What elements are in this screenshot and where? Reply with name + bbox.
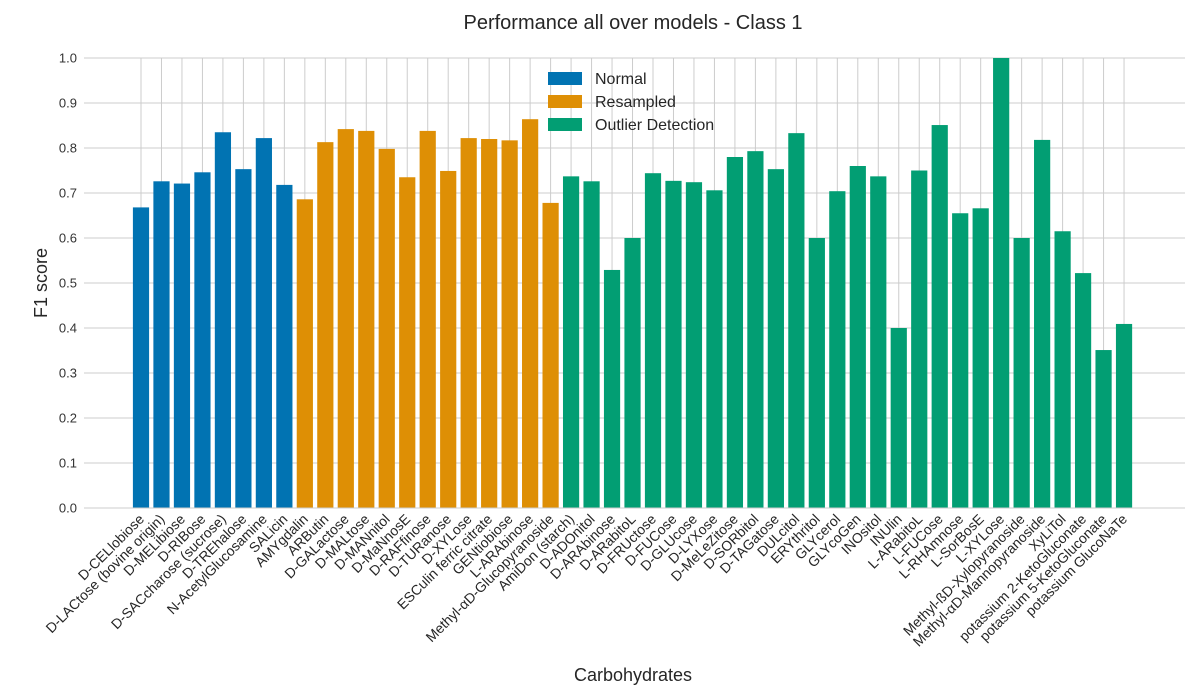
bar [542,202,559,508]
bar [235,169,252,508]
bar [1034,139,1051,508]
bar [870,176,887,508]
bar [399,177,416,508]
bar [276,184,293,508]
bar [829,191,846,508]
y-tick-label: 0.3 [59,366,77,381]
legend-swatch [548,95,582,108]
bar [972,208,989,509]
bar [952,213,969,508]
bar [644,173,662,508]
bar [665,180,682,508]
chart-title: Performance all over models - Class 1 [463,12,802,34]
bar [1074,273,1092,508]
y-tick-label: 1.0 [59,51,77,66]
bar [481,139,498,508]
bar [440,170,457,508]
bar [255,138,272,508]
y-tick-label: 0.9 [59,96,77,111]
bar [460,138,477,508]
bar [603,269,621,508]
bar [788,133,805,508]
bar [194,172,211,509]
bar [378,148,395,508]
bar [726,157,744,508]
legend-swatch [548,72,582,85]
bar [214,132,232,508]
y-tick-label: 0.1 [59,456,77,471]
bar [522,119,539,508]
legend-label: Resampled [595,94,676,111]
y-tick-labels: 0.0 0.1 0.2 0.3 0.4 0.5 0.6 0.7 0.8 0.9 1.0 [59,51,77,516]
y-tick-label: 0.8 [59,141,77,156]
bar [1013,238,1030,508]
bar [1115,323,1133,508]
bar [358,130,375,508]
bar [296,199,313,509]
x-axis-title: Carbohydrates [574,665,692,685]
y-tick-label: 0.2 [59,411,77,426]
bar [624,238,641,508]
bar [132,207,150,508]
y-tick-label: 0.4 [59,321,77,336]
y-tick-label: 0.6 [59,231,77,246]
y-tick-label: 0.5 [59,276,77,291]
bar [685,182,703,508]
bar [501,140,518,508]
bar [317,142,334,508]
bar [337,129,354,508]
bar [562,176,580,508]
x-tick-label: D-LACtose (bovine origin) [42,511,167,636]
bar [1095,350,1112,508]
y-tick-label: 0.0 [59,501,77,516]
y-tick-label: 0.7 [59,186,77,201]
bar [583,181,600,509]
bar [173,183,191,509]
bar [419,130,436,508]
bar [911,170,928,508]
bar [747,151,764,508]
legend: Normal Resampled Outlier Detection [548,71,714,134]
legend-label: Outlier Detection [595,117,714,134]
bar [153,181,170,509]
bar [931,125,948,509]
legend-label: Normal [595,71,647,88]
bar [890,328,907,508]
bar [706,190,723,509]
y-axis-title: F1 score [31,248,51,318]
bar [849,166,866,508]
legend-swatch [548,118,582,131]
bar [767,169,784,508]
bar [993,58,1010,508]
bar [1054,231,1071,508]
bars-layer [132,58,1133,509]
bar [808,238,825,508]
